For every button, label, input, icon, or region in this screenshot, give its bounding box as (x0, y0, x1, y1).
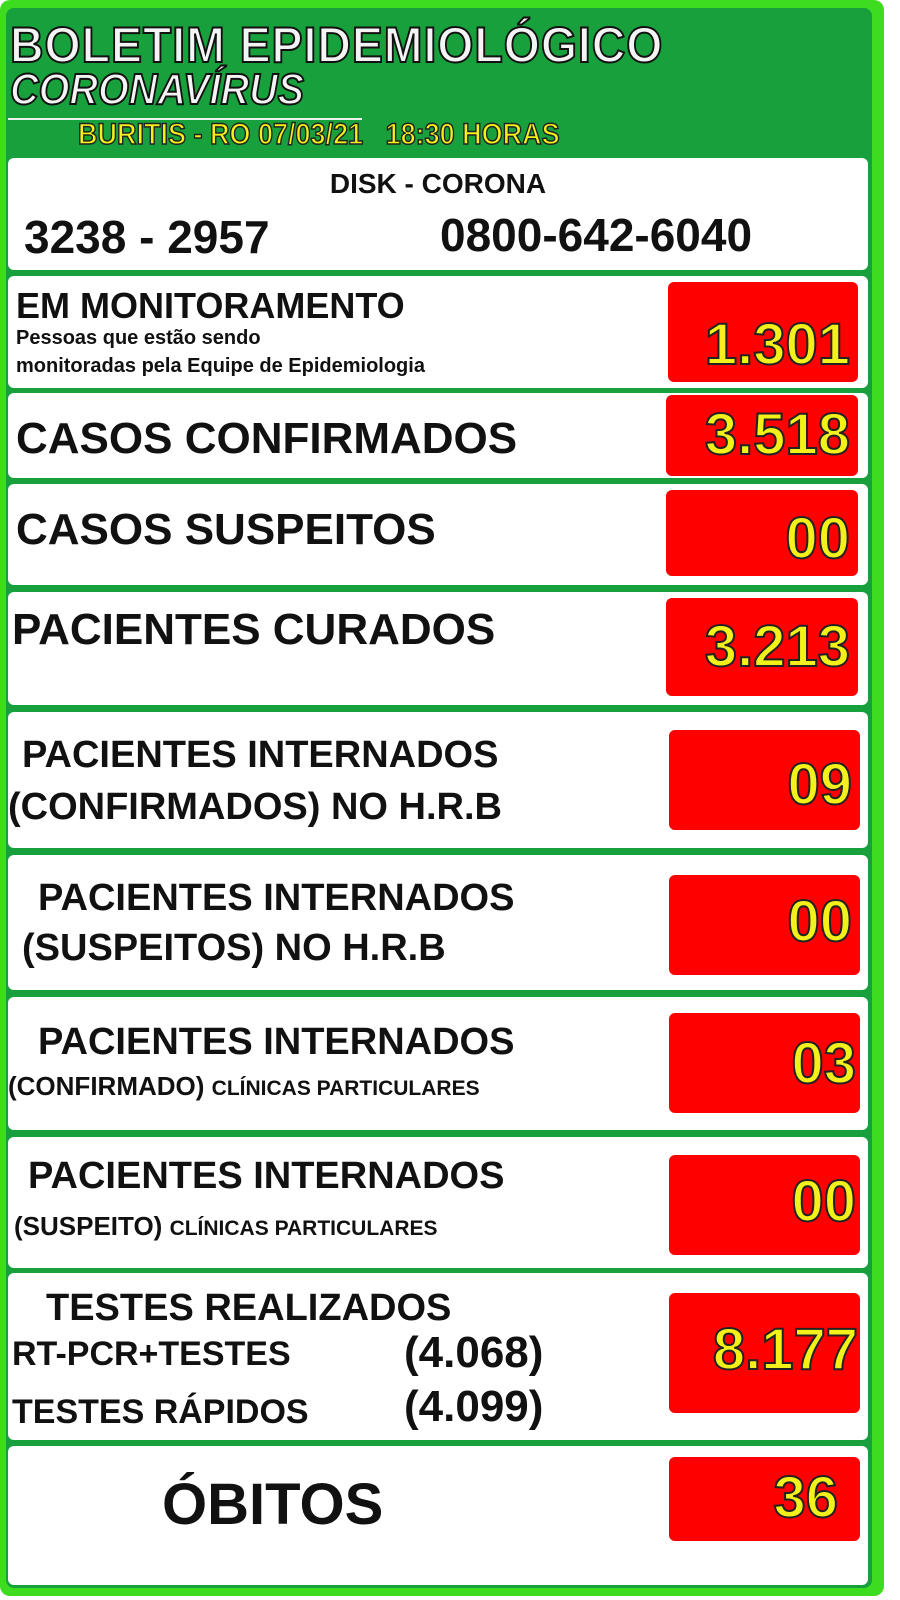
location-date: BURITIS - RO 07/03/21 18:30 HORAS (77, 117, 560, 152)
suspeitos-value-box: 00 (666, 490, 858, 576)
testes-value-box: 8.177 (669, 1293, 860, 1413)
divider (8, 118, 362, 120)
internados-suspeitos-hrb-line1: PACIENTES INTERNADOS (38, 877, 515, 919)
confirmados-label: CASOS CONFIRMADOS (16, 414, 518, 463)
internados-suspeitos-hrb-value: 00 (786, 889, 853, 954)
internados-confirmado-clinicas-line1: PACIENTES INTERNADOS (38, 1021, 515, 1063)
internados-suspeito-clinicas-line1: PACIENTES INTERNADOS (28, 1155, 505, 1197)
internados-confirmados-hrb-line2: (CONFIRMADOS) NO H.R.B (8, 786, 502, 828)
internados-confirmado-clinicas-line2: (CONFIRMADO) CLÍNICAS PARTICULARES (8, 1073, 480, 1099)
confirmados-value: 3.518 (704, 402, 851, 467)
suspeitos-label: CASOS SUSPEITOS (16, 505, 436, 554)
bulletin-subtitle: CORONAVÍRUS (9, 65, 305, 114)
location-date-text: BURITIS - RO 07/03/21 (77, 117, 364, 152)
bulletin-title: BOLETIM EPIDEMIOLÓGICO (9, 17, 664, 73)
internados-confirmado-clinicas-value: 03 (790, 1031, 857, 1096)
time-text: 18:30 HORAS (385, 117, 560, 152)
internados-suspeitos-hrb-value-box: 00 (669, 875, 860, 975)
monitoramento-label: EM MONITORAMENTO (16, 285, 405, 326)
location-text: CLÍNICAS PARTICULARES (169, 1217, 438, 1240)
obitos-value: 36 (772, 1465, 839, 1530)
curados-label: PACIENTES CURADOS (12, 605, 496, 654)
internados-suspeito-clinicas-value: 00 (790, 1169, 857, 1234)
monitoramento-value: 1.301 (704, 312, 851, 377)
disk-corona-box: DISK - CORONA 3238 - 2957 0800-642-6040 (8, 158, 868, 270)
obitos-label: ÓBITOS (162, 1472, 384, 1537)
testes-label: TESTES REALIZADOS (46, 1287, 452, 1329)
rapidos-label: TESTES RÁPIDOS (12, 1393, 309, 1431)
internados-suspeitos-hrb-line2: (SUSPEITOS) NO H.R.B (22, 927, 446, 969)
internados-suspeito-clinicas-value-box: 00 (669, 1155, 860, 1255)
internados-suspeito-clinicas-line2: (SUSPEITO) CLÍNICAS PARTICULARES (14, 1213, 438, 1239)
phone-tollfree: 0800-642-6040 (440, 209, 753, 261)
obitos-value-box: 36 (669, 1457, 860, 1541)
rtpcr-value: (4.068) (404, 1328, 544, 1377)
disk-label: DISK - CORONA (329, 168, 547, 199)
internados-confirmados-hrb-line1: PACIENTES INTERNADOS (22, 734, 499, 776)
location-text: CLÍNICAS PARTICULARES (211, 1077, 480, 1100)
curados-value-box: 3.213 (666, 598, 858, 696)
suspeitos-value: 00 (784, 506, 851, 571)
status-text: (CONFIRMADO) (8, 1071, 205, 1101)
monitoramento-desc-2: monitoradas pela Equipe de Epidemiologia (16, 355, 425, 377)
testes-value: 8.177 (712, 1317, 859, 1382)
monitoramento-value-box: 1.301 (668, 282, 858, 382)
internados-confirmado-clinicas-value-box: 03 (669, 1013, 860, 1113)
status-text: (SUSPEITO) (14, 1211, 163, 1241)
rtpcr-label: RT-PCR+TESTES (12, 1335, 291, 1373)
phone-local: 3238 - 2957 (24, 211, 270, 263)
rapidos-value: (4.099) (404, 1382, 544, 1431)
curados-value: 3.213 (704, 614, 851, 679)
internados-confirmados-hrb-value-box: 09 (669, 730, 860, 830)
confirmados-value-box: 3.518 (666, 395, 858, 476)
monitoramento-desc-1: Pessoas que estão sendo (16, 327, 261, 349)
internados-confirmados-hrb-value: 09 (786, 752, 853, 817)
